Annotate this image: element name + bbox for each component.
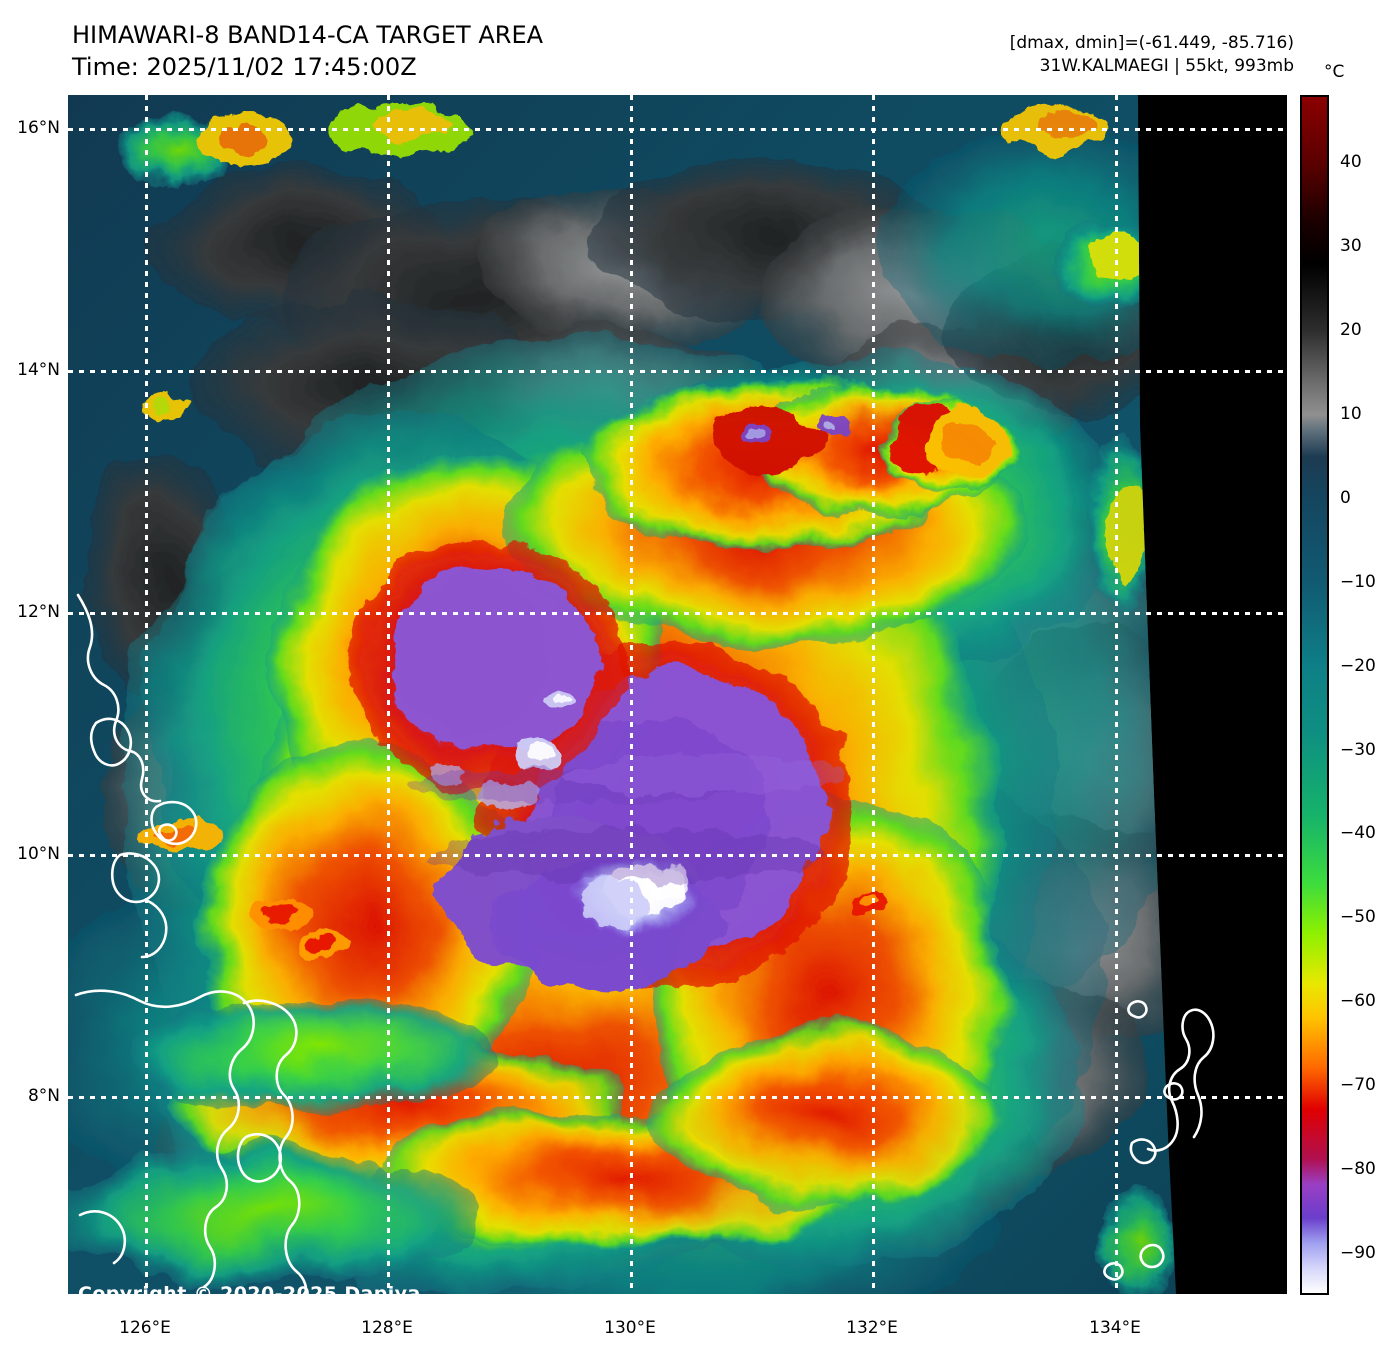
colorbar-tick-neg30: −30 bbox=[1340, 739, 1376, 760]
x-tick-134: 134°E bbox=[1089, 1318, 1141, 1338]
y-tick-12: 12°N bbox=[17, 602, 60, 622]
y-tick-16: 16°N bbox=[17, 118, 60, 138]
colorbar-tick-neg50: −50 bbox=[1340, 907, 1376, 928]
colorbar-tick-neg20: −20 bbox=[1340, 655, 1376, 676]
copyright-label: Copyright © 2020-2025 Dapiya bbox=[78, 1283, 421, 1305]
x-tick-130: 130°E bbox=[604, 1318, 656, 1338]
coastline-overlay bbox=[74, 593, 1215, 1294]
storm-info-label: 31W.KALMAEGI | 55kt, 993mb bbox=[1039, 56, 1294, 77]
colorbar-tick-neg40: −40 bbox=[1340, 823, 1376, 844]
metadata-block: [dmax, dmin]=(-61.449, -85.716) 31W.KALM… bbox=[1010, 32, 1294, 79]
temperature-colorbar bbox=[1300, 95, 1329, 1295]
satellite-imagery-plot bbox=[68, 95, 1287, 1294]
colorbar-gradient bbox=[1302, 97, 1327, 1293]
y-tick-10: 10°N bbox=[17, 844, 60, 864]
colorbar-tick-neg10: −10 bbox=[1340, 571, 1376, 592]
dmax-dmin-label: [dmax, dmin]=(-61.449, -85.716) bbox=[1009, 33, 1294, 53]
colorbar-tick-30: 30 bbox=[1340, 236, 1362, 257]
x-tick-126: 126°E bbox=[119, 1318, 171, 1338]
colorbar-tick-neg60: −60 bbox=[1340, 991, 1376, 1012]
y-tick-14: 14°N bbox=[17, 360, 60, 380]
colorbar-tick-10: 10 bbox=[1340, 403, 1362, 424]
colorbar-unit-label: °C bbox=[1324, 62, 1345, 82]
colorbar-tick-neg80: −80 bbox=[1340, 1159, 1376, 1180]
y-tick-8: 8°N bbox=[27, 1086, 60, 1106]
colorbar-tick-0: 0 bbox=[1340, 487, 1351, 508]
x-tick-132: 132°E bbox=[846, 1318, 898, 1338]
colorbar-tick-20: 20 bbox=[1340, 319, 1362, 340]
header-title-block: HIMAWARI-8 BAND14-CA TARGET AREA Time: 2… bbox=[72, 20, 543, 83]
timestamp-label: Time: 2025/11/02 17:45:00Z bbox=[72, 52, 417, 81]
x-tick-128: 128°E bbox=[361, 1318, 413, 1338]
colorbar-tick-40: 40 bbox=[1340, 152, 1362, 173]
colorbar-tick-neg90: −90 bbox=[1340, 1243, 1376, 1264]
page-title: HIMAWARI-8 BAND14-CA TARGET AREA bbox=[72, 21, 544, 49]
colorbar-tick-neg70: −70 bbox=[1340, 1075, 1376, 1096]
